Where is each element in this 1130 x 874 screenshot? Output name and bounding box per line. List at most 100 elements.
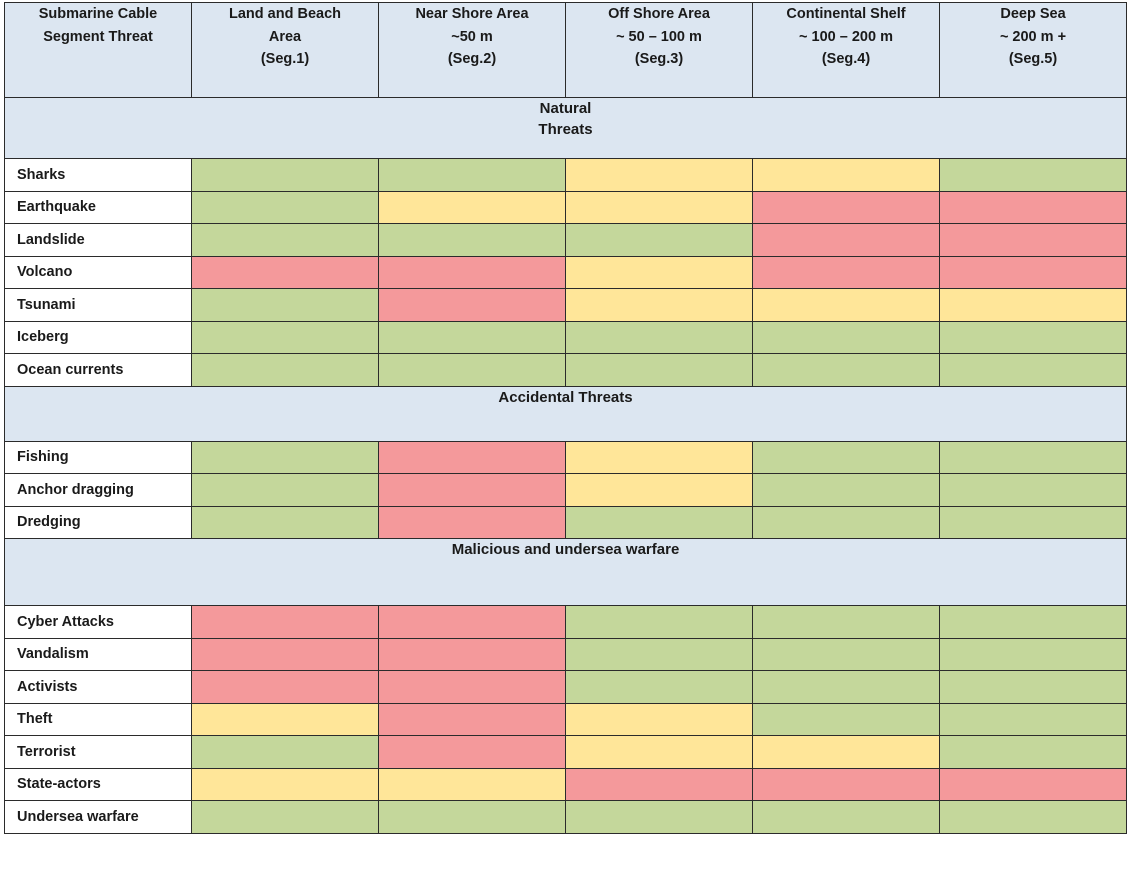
table-row: Sharks [4, 158, 1127, 192]
risk-cell-seg4-green [752, 800, 940, 834]
risk-cell-seg4-green [752, 473, 940, 507]
table-row: Fishing [4, 440, 1127, 474]
table-row: Ocean currents [4, 353, 1127, 387]
risk-cell-seg5-green [939, 735, 1127, 769]
threat-label: Undersea warfare [4, 800, 192, 834]
risk-cell-seg3-green [565, 320, 753, 354]
risk-cell-seg1-green [191, 505, 379, 539]
header-line: ~ 200 m + [999, 28, 1067, 45]
threat-label: Iceberg [4, 320, 192, 354]
risk-cell-seg3-green [565, 670, 753, 704]
risk-cell-seg3-green [565, 605, 753, 639]
risk-cell-seg1-green [191, 735, 379, 769]
section-header-row: Accidental Threats [4, 385, 1127, 442]
header-row: Submarine Cable Segment Threat Land and … [4, 2, 1127, 98]
header-line: (Seg.1) [260, 51, 310, 67]
table-row: Landslide [4, 223, 1127, 257]
risk-cell-seg2-green [378, 320, 566, 354]
header-cell-seg4: Continental Shelf ~ 100 – 200 m (Seg.4) [752, 2, 940, 98]
risk-cell-seg1-yellow [191, 767, 379, 801]
risk-cell-seg2-red [378, 637, 566, 671]
table-row: Theft [4, 702, 1127, 736]
threat-label: Anchor dragging [4, 473, 192, 507]
risk-cell-seg1-green [191, 353, 379, 387]
risk-cell-seg1-green [191, 223, 379, 257]
risk-cell-seg5-green [939, 473, 1127, 507]
threat-label: State-actors [4, 767, 192, 801]
risk-cell-seg3-green [565, 800, 753, 834]
risk-cell-seg4-red [752, 223, 940, 257]
risk-cell-seg4-green [752, 670, 940, 704]
risk-cell-seg4-green [752, 353, 940, 387]
threat-label: Sharks [4, 158, 192, 192]
threat-label: Dredging [4, 505, 192, 539]
risk-cell-seg5-green [939, 353, 1127, 387]
table-row: Anchor dragging [4, 473, 1127, 507]
risk-cell-seg3-yellow [565, 190, 753, 224]
risk-cell-seg1-red [191, 670, 379, 704]
section-header-row: Malicious and undersea warfare [4, 538, 1127, 606]
risk-cell-seg1-green [191, 320, 379, 354]
threat-label: Theft [4, 702, 192, 736]
risk-cell-seg5-red [939, 767, 1127, 801]
risk-cell-seg1-green [191, 158, 379, 192]
risk-cell-seg2-green [378, 800, 566, 834]
section-title-line: Malicious and undersea warfare [451, 541, 680, 558]
header-line: ~ 50 – 100 m [616, 28, 702, 45]
header-line: Off Shore Area [608, 6, 710, 22]
risk-cell-seg3-red [565, 767, 753, 801]
risk-cell-seg4-red [752, 767, 940, 801]
risk-cell-seg4-green [752, 605, 940, 639]
header-line: Segment Threat [43, 28, 153, 45]
risk-cell-seg2-red [378, 670, 566, 704]
threat-label: Landslide [4, 223, 192, 257]
header-line: ~ 100 – 200 m [799, 28, 893, 45]
section-title: Malicious and undersea warfare [4, 538, 1127, 606]
risk-cell-seg2-red [378, 702, 566, 736]
risk-cell-seg2-yellow [378, 190, 566, 224]
risk-cell-seg3-yellow [565, 735, 753, 769]
table-row: Undersea warfare [4, 800, 1127, 834]
section-title-line: Natural [539, 100, 592, 117]
threat-label: Ocean currents [4, 353, 192, 387]
header-cell-seg1: Land and Beach Area (Seg.1) [191, 2, 379, 98]
risk-cell-seg1-green [191, 288, 379, 322]
table-row: Vandalism [4, 637, 1127, 671]
header-line: Continental Shelf [786, 6, 906, 22]
risk-cell-seg2-red [378, 440, 566, 474]
header-line: (Seg.2) [447, 51, 497, 67]
threat-label: Cyber Attacks [4, 605, 192, 639]
header-line: Submarine Cable [38, 6, 158, 22]
header-line: (Seg.4) [821, 51, 871, 67]
header-line: (Seg.3) [634, 51, 684, 67]
risk-cell-seg5-green [939, 320, 1127, 354]
risk-cell-seg1-green [191, 800, 379, 834]
threat-matrix-table: Submarine Cable Segment Threat Land and … [4, 2, 1127, 834]
risk-cell-seg1-red [191, 637, 379, 671]
risk-cell-seg3-yellow [565, 702, 753, 736]
threat-label: Vandalism [4, 637, 192, 671]
threat-label: Tsunami [4, 288, 192, 322]
section-title-line: Accidental Threats [498, 388, 633, 406]
table-row: Tsunami [4, 288, 1127, 322]
section-title: Natural Threats [4, 97, 1127, 159]
risk-cell-seg3-yellow [565, 288, 753, 322]
risk-cell-seg5-red [939, 190, 1127, 224]
header-cell-threat: Submarine Cable Segment Threat [4, 2, 192, 98]
table-body: Natural Threats Sharks Earthquake Landslide V… [4, 97, 1127, 834]
risk-cell-seg4-green [752, 702, 940, 736]
header-line: Near Shore Area [415, 6, 529, 22]
header-line: ~50 m [451, 28, 493, 45]
header-line: Area [268, 28, 302, 45]
risk-cell-seg1-red [191, 605, 379, 639]
risk-cell-seg5-green [939, 670, 1127, 704]
risk-cell-seg3-green [565, 637, 753, 671]
risk-cell-seg5-green [939, 637, 1127, 671]
table-row: Terrorist [4, 735, 1127, 769]
risk-cell-seg3-green [565, 505, 753, 539]
risk-cell-seg4-green [752, 320, 940, 354]
risk-cell-seg4-green [752, 440, 940, 474]
threat-label: Activists [4, 670, 192, 704]
risk-cell-seg2-red [378, 505, 566, 539]
risk-cell-seg4-green [752, 637, 940, 671]
